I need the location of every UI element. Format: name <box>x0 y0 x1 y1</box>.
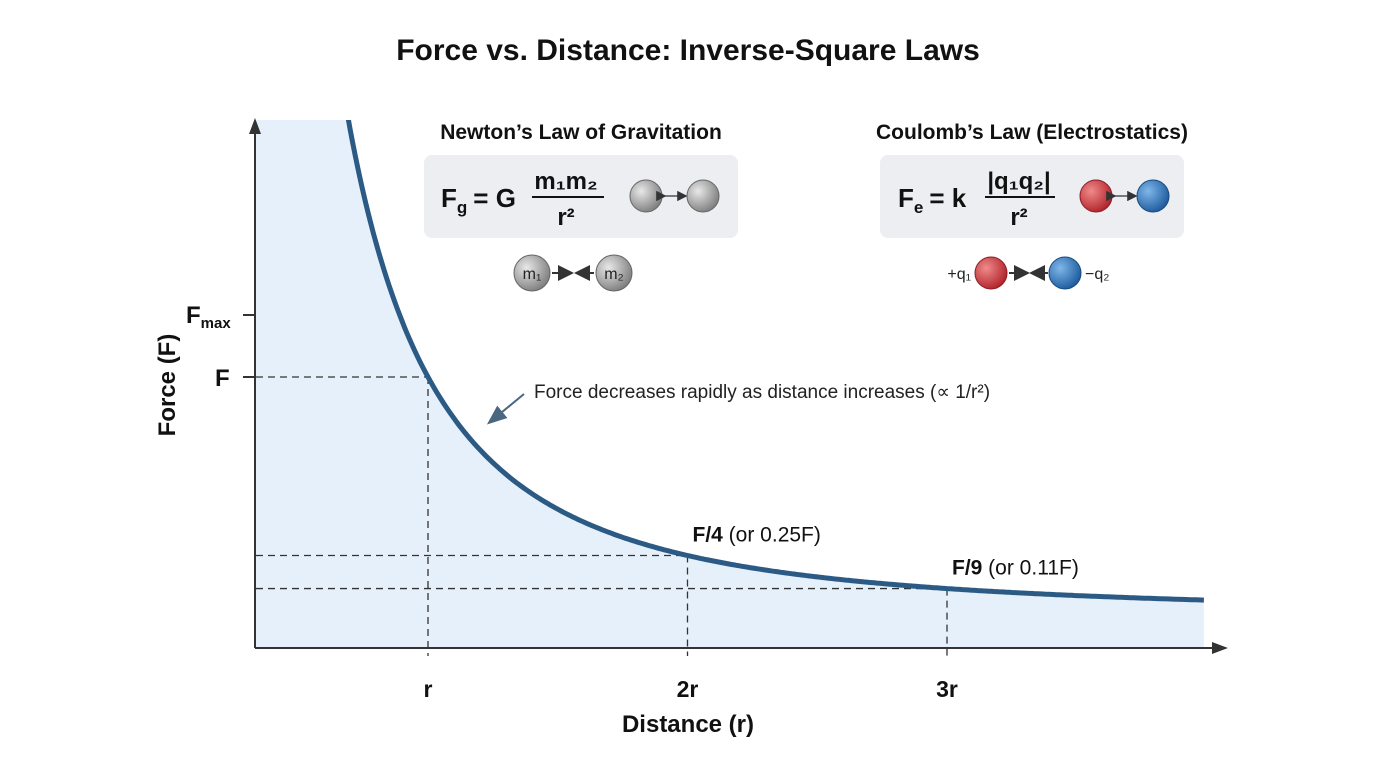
charge-1-sphere <box>974 256 1008 290</box>
mass-1-label: m₁ <box>523 266 542 283</box>
mass-sphere-icon <box>686 179 720 213</box>
x-axis-label: Distance (r) <box>622 711 754 738</box>
x-tick-label: r <box>424 676 433 702</box>
f-label: F <box>215 365 230 392</box>
newton-numerator: m₁m₂ <box>534 168 597 195</box>
charge-2-label: −q₂ <box>1085 266 1109 283</box>
coulomb-lhs: Fe = k <box>898 183 967 217</box>
newton-lhs: Fg = G <box>441 183 516 217</box>
positive-charge-icon <box>1079 179 1113 213</box>
newton-denominator: r² <box>557 204 574 231</box>
fmax-label: Fmax <box>186 302 231 332</box>
x-tick-label: 3r <box>936 676 958 702</box>
charge-2-sphere <box>1048 256 1082 290</box>
point-label: F/9 (or 0.11F) <box>952 557 1079 580</box>
newton-heading: Newton’s Law of Gravitation <box>440 121 722 144</box>
coulomb-numerator: |q₁q₂| <box>987 168 1050 195</box>
y-axis-label: Force (F) <box>154 334 181 437</box>
mass-2-label: m₂ <box>604 266 624 283</box>
area-under-curve <box>256 120 1204 648</box>
charge-1-label: +q₁ <box>947 266 971 283</box>
coulomb-heading: Coulomb’s Law (Electrostatics) <box>876 121 1188 144</box>
mass-1-sphere <box>513 254 551 292</box>
force-curve <box>345 120 1204 603</box>
coulomb-panel: Coulomb’s Law (Electrostatics) Fe = k |q₁… <box>876 121 1188 290</box>
newton-panel: Newton’s Law of Gravitation Fg = G m₁m₂ r… <box>424 121 738 292</box>
negative-charge-icon <box>1136 179 1170 213</box>
mass-2-sphere <box>595 254 633 292</box>
guide-lines <box>256 376 948 656</box>
mass-sphere-icon <box>629 179 663 213</box>
annotation-arrow <box>486 393 525 425</box>
x-tick-label: 2r <box>677 676 699 702</box>
coulomb-denominator: r² <box>1010 204 1027 231</box>
point-label: F/4 (or 0.25F) <box>693 524 821 547</box>
x-axis-arrow <box>1212 642 1228 654</box>
annotation: Force decreases rapidly as distance incr… <box>534 382 990 403</box>
chart-title: Force vs. Distance: Inverse-Square Laws <box>396 34 980 67</box>
y-axis-arrow <box>249 118 261 134</box>
